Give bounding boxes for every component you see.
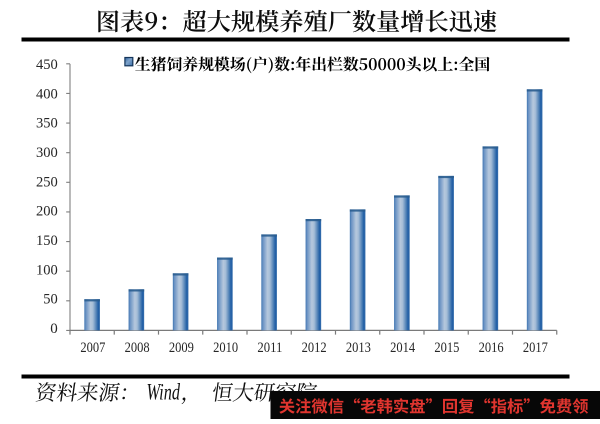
svg-text:2015: 2015 bbox=[434, 340, 459, 356]
svg-text:100: 100 bbox=[36, 262, 58, 278]
svg-text:Wind: Wind bbox=[147, 379, 181, 404]
svg-text:2009: 2009 bbox=[169, 340, 194, 356]
svg-text:250: 250 bbox=[36, 174, 58, 190]
svg-text:450: 450 bbox=[36, 57, 58, 73]
svg-text:2013: 2013 bbox=[346, 340, 371, 356]
svg-text:2008: 2008 bbox=[125, 340, 150, 356]
svg-text:2010: 2010 bbox=[213, 340, 238, 356]
svg-text:2014: 2014 bbox=[390, 340, 415, 356]
svg-text:200: 200 bbox=[36, 204, 58, 220]
svg-text:350: 350 bbox=[36, 116, 58, 132]
svg-text:2011: 2011 bbox=[257, 340, 282, 356]
svg-text:400: 400 bbox=[36, 86, 58, 102]
svg-text:2007: 2007 bbox=[80, 340, 105, 356]
svg-text:300: 300 bbox=[36, 145, 58, 161]
svg-text:50: 50 bbox=[43, 292, 58, 308]
svg-text:2017: 2017 bbox=[523, 340, 548, 356]
svg-text:150: 150 bbox=[36, 233, 58, 249]
svg-text:2016: 2016 bbox=[479, 340, 504, 356]
svg-text:2012: 2012 bbox=[302, 340, 327, 356]
svg-text:0: 0 bbox=[50, 321, 58, 337]
